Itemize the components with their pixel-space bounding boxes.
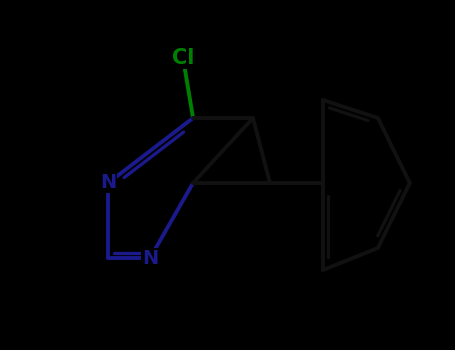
- Text: N: N: [142, 248, 158, 267]
- Text: Cl: Cl: [172, 48, 194, 68]
- Text: N: N: [100, 174, 116, 192]
